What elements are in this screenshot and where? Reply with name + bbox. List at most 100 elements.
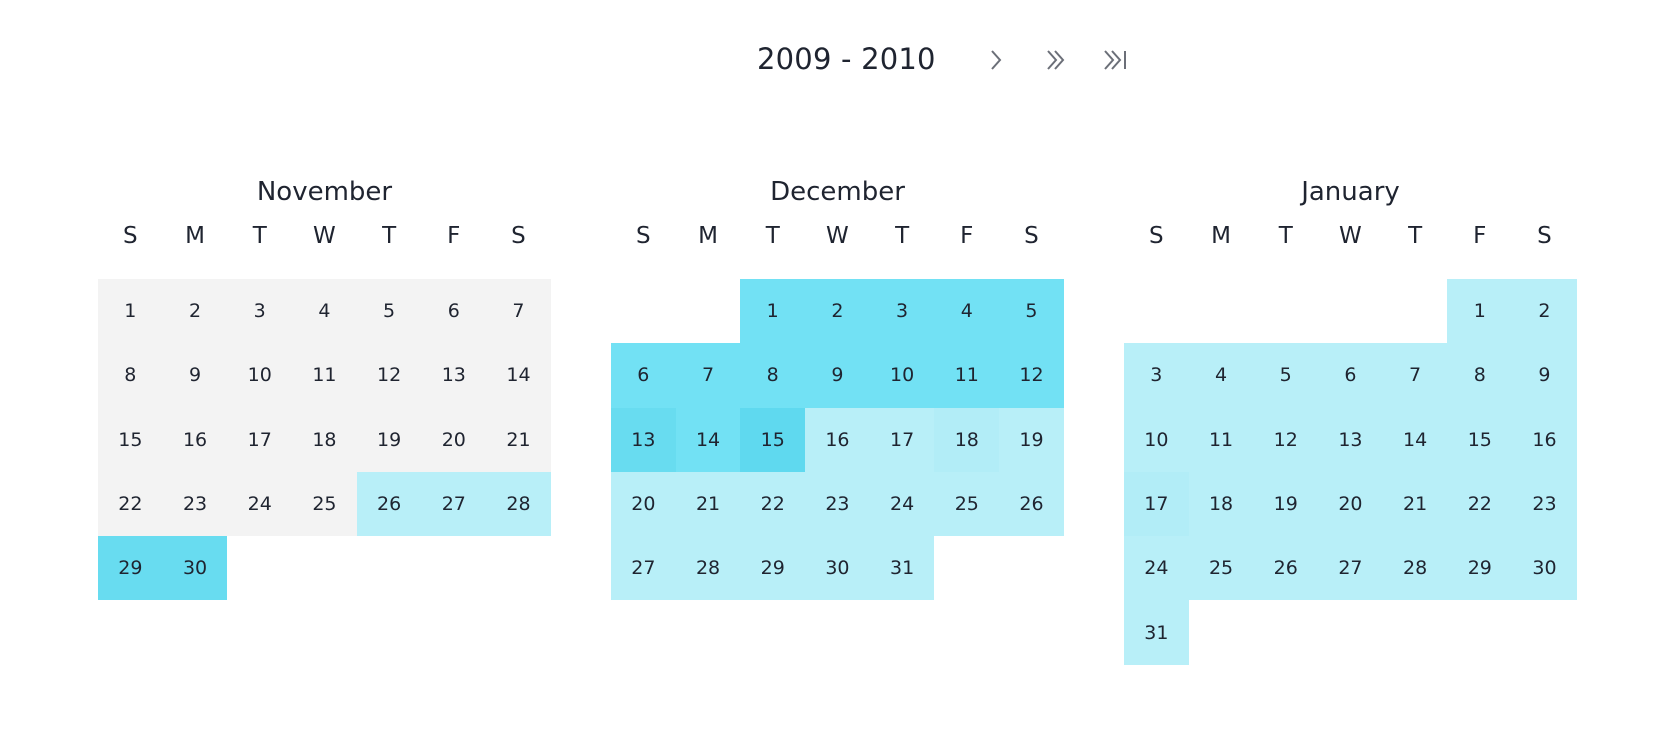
day-grid: 1 2 3 4 5 6 7 8 9 10 11 12 13 14 15 16 17 18 19 20 21 22 23 24 2… xyxy=(98,279,551,601)
day-cell[interactable]: 7 xyxy=(486,279,551,344)
day-cell[interactable]: 17 xyxy=(869,407,935,472)
day-cell[interactable]: 20 xyxy=(611,471,676,537)
day-cell[interactable]: 6 xyxy=(421,279,487,344)
day-cell[interactable]: 9 xyxy=(805,343,870,408)
day-cell[interactable]: 15 xyxy=(1447,407,1513,472)
day-cell[interactable]: 23 xyxy=(1512,471,1577,537)
day-cell[interactable]: 13 xyxy=(421,343,487,408)
day-cell[interactable]: 22 xyxy=(740,471,806,537)
day-cell[interactable]: 19 xyxy=(999,407,1064,472)
day-cell[interactable]: 18 xyxy=(292,407,357,472)
day-cell[interactable]: 1 xyxy=(98,279,163,344)
day-cell[interactable]: 18 xyxy=(934,407,1000,472)
day-cell[interactable]: 26 xyxy=(1253,536,1319,601)
day-cell[interactable]: 15 xyxy=(740,407,806,472)
day-cell[interactable]: 10 xyxy=(227,343,293,408)
day-cell[interactable]: 27 xyxy=(611,536,676,601)
day-cell[interactable]: 13 xyxy=(1318,407,1383,472)
day-cell[interactable]: 5 xyxy=(999,279,1064,344)
day-cell[interactable]: 16 xyxy=(162,407,228,472)
month-title: November xyxy=(256,177,393,207)
day-cell[interactable]: 30 xyxy=(1512,536,1577,601)
day-cell[interactable]: 31 xyxy=(869,536,935,601)
day-cell[interactable]: 10 xyxy=(1124,407,1189,472)
day-cell[interactable]: 20 xyxy=(1318,471,1383,537)
day-cell[interactable]: 9 xyxy=(162,343,228,408)
day-cell[interactable]: 15 xyxy=(98,407,163,472)
day-cell[interactable]: 22 xyxy=(1447,471,1513,537)
day-cell[interactable]: 14 xyxy=(675,407,741,472)
day-cell[interactable]: 6 xyxy=(1318,343,1383,408)
day-cell[interactable]: 23 xyxy=(805,471,870,537)
day-cell[interactable]: 10 xyxy=(869,343,935,408)
weekday-label: T xyxy=(382,223,397,249)
day-cell[interactable]: 4 xyxy=(292,279,357,344)
day-cell[interactable]: 12 xyxy=(999,343,1064,408)
day-cell[interactable]: 31 xyxy=(1124,600,1189,665)
day-cell[interactable]: 16 xyxy=(805,407,870,472)
day-cell[interactable]: 21 xyxy=(1382,471,1448,537)
day-cell[interactable]: 8 xyxy=(98,343,163,408)
day-cell[interactable]: 2 xyxy=(1512,279,1577,344)
day-cell[interactable]: 22 xyxy=(98,471,163,537)
day-cell[interactable]: 21 xyxy=(486,407,551,472)
last-page-button[interactable] xyxy=(1096,36,1136,84)
day-cell[interactable]: 8 xyxy=(1447,343,1513,408)
day-cell[interactable]: 6 xyxy=(611,343,676,408)
day-cell[interactable]: 2 xyxy=(805,279,870,344)
day-cell[interactable]: 7 xyxy=(1382,343,1448,408)
day-cell[interactable]: 29 xyxy=(1447,536,1513,601)
next-month-button[interactable] xyxy=(976,36,1016,84)
day-cell[interactable]: 11 xyxy=(292,343,357,408)
day-cell[interactable]: 2 xyxy=(162,279,228,344)
day-cell[interactable]: 21 xyxy=(675,471,741,537)
day-cell[interactable]: 29 xyxy=(98,536,163,601)
day-cell[interactable]: 1 xyxy=(740,279,806,344)
day-cell[interactable]: 14 xyxy=(1382,407,1448,472)
day-cell[interactable]: 4 xyxy=(1188,343,1254,408)
day-cell[interactable]: 14 xyxy=(486,343,551,408)
day-cell[interactable]: 27 xyxy=(1318,536,1383,601)
day-cell[interactable]: 28 xyxy=(486,471,551,537)
day-cell[interactable]: 29 xyxy=(740,536,806,601)
day-cell[interactable]: 25 xyxy=(1188,536,1254,601)
day-cell[interactable]: 19 xyxy=(356,407,422,472)
day-cell[interactable]: 24 xyxy=(1124,536,1189,601)
next-page-button[interactable] xyxy=(1036,36,1076,84)
day-cell[interactable]: 27 xyxy=(421,471,487,537)
day-cell[interactable]: 1 xyxy=(1447,279,1513,344)
day-cell[interactable]: 4 xyxy=(934,279,1000,344)
day-cell[interactable]: 24 xyxy=(227,471,293,537)
day-cell[interactable]: 23 xyxy=(162,471,228,537)
day-cell[interactable]: 11 xyxy=(1188,407,1254,472)
day-cell[interactable]: 9 xyxy=(1512,343,1577,408)
day-cell[interactable]: 26 xyxy=(356,471,422,537)
day-cell[interactable]: 26 xyxy=(999,471,1064,537)
weekday-label: S xyxy=(1537,223,1552,249)
day-cell[interactable]: 3 xyxy=(1124,343,1189,408)
day-cell[interactable]: 30 xyxy=(162,536,228,601)
day-cell[interactable]: 12 xyxy=(356,343,422,408)
day-cell[interactable]: 5 xyxy=(356,279,422,344)
day-cell[interactable]: 25 xyxy=(292,471,357,537)
day-cell[interactable]: 28 xyxy=(1382,536,1448,601)
day-cell[interactable]: 18 xyxy=(1188,471,1254,537)
day-cell[interactable]: 5 xyxy=(1253,343,1319,408)
day-cell[interactable]: 28 xyxy=(675,536,741,601)
day-cell[interactable]: 17 xyxy=(227,407,293,472)
day-cell[interactable]: 20 xyxy=(421,407,487,472)
day-cell[interactable]: 12 xyxy=(1253,407,1319,472)
day-cell[interactable]: 24 xyxy=(869,471,935,537)
day-cell[interactable]: 3 xyxy=(227,279,293,344)
day-cell[interactable]: 19 xyxy=(1253,471,1319,537)
day-cell[interactable]: 7 xyxy=(675,343,741,408)
day-cell[interactable]: 3 xyxy=(869,279,935,344)
day-cell[interactable]: 25 xyxy=(934,471,1000,537)
day-cell[interactable]: 17 xyxy=(1124,471,1189,537)
day-cell[interactable]: 30 xyxy=(805,536,870,601)
day-cell[interactable]: 13 xyxy=(611,407,676,472)
day-cell[interactable]: 11 xyxy=(934,343,1000,408)
day-cell[interactable]: 8 xyxy=(740,343,806,408)
day-cell[interactable]: 16 xyxy=(1512,407,1577,472)
